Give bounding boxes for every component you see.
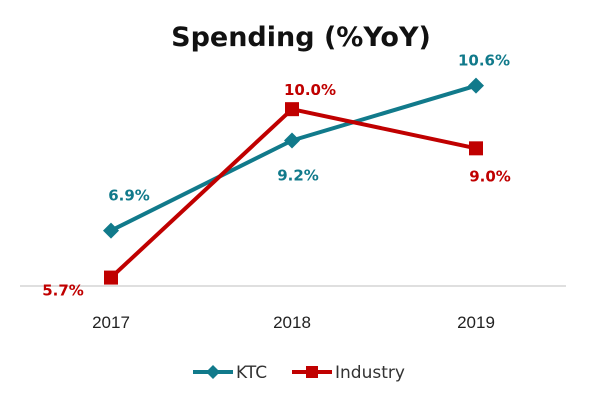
data-point-industry <box>104 270 118 285</box>
legend-marker-industry <box>306 366 318 378</box>
data-label-industry: 10.0% <box>284 81 336 99</box>
data-point-ktc <box>284 132 300 149</box>
x-tick-label: 2017 <box>92 313 130 332</box>
data-label-industry: 9.0% <box>469 167 511 185</box>
data-point-industry <box>285 102 299 117</box>
data-point-ktc <box>103 222 119 239</box>
x-tick-label: 2019 <box>457 313 495 332</box>
legend-label-industry: Industry <box>335 363 405 383</box>
legend-marker-ktc <box>206 365 220 379</box>
legend-label-ktc: KTC <box>236 363 267 383</box>
data-point-industry <box>469 141 483 156</box>
data-label-ktc: 9.2% <box>277 167 319 185</box>
data-label-industry: 5.7% <box>42 282 84 300</box>
chart-title: Spending (%YoY) <box>171 22 431 53</box>
data-label-ktc: 6.9% <box>108 187 150 205</box>
x-tick-label: 2018 <box>273 313 311 332</box>
data-label-ktc: 10.6% <box>458 52 510 70</box>
data-point-ktc <box>468 77 484 94</box>
